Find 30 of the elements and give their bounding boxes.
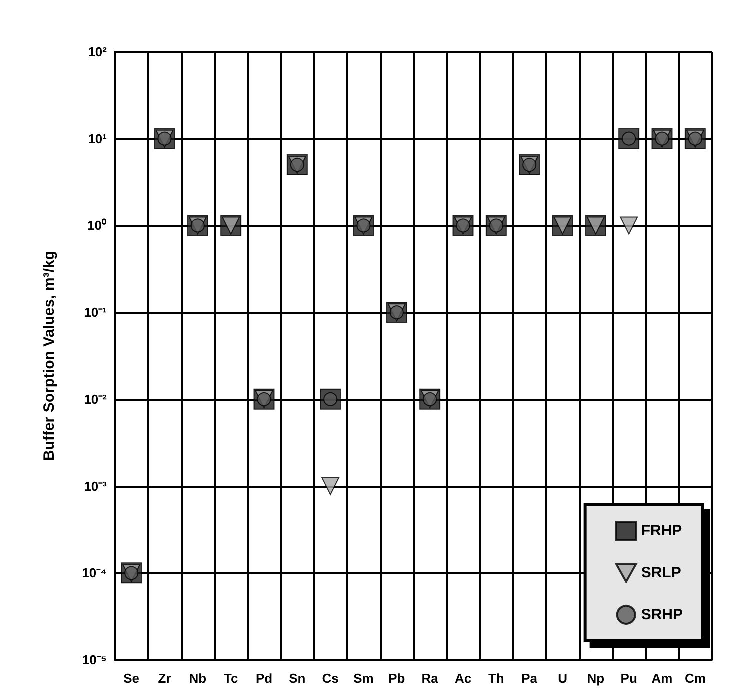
x-tick-label: Pb [388,671,406,686]
x-tick-label: Sn [289,671,306,686]
x-tick-label: U [558,671,568,686]
x-tick-label: Sm [354,671,374,686]
x-tick-label: Cs [322,671,339,686]
x-tick-label: Cm [684,671,706,686]
legend-label: SRLP [641,564,682,582]
x-tick-label: Ra [422,671,440,686]
x-tick-label: Ac [454,671,472,686]
x-tick-label: Nb [189,671,207,686]
y-tick-label: 10⁻⁵ [82,652,107,668]
y-tick-label: 10⁻⁴ [82,566,107,581]
x-tick-label: Th [488,671,504,686]
x-tick-label: Pu [620,671,638,686]
y-tick-label: 10⁻² [84,392,108,407]
x-tick-label: Am [652,671,673,686]
x-tick-label: Zr [158,671,172,686]
y-axis-title: Buffer Sorption Values, m³/kg [41,250,58,462]
y-tick-label: 10⁻¹ [84,305,107,320]
legend-label: SRHP [641,606,684,624]
legend-label: FRHP [641,522,682,540]
x-tick-label: Pd [256,671,273,686]
y-tick-label: 10⁰ [88,218,107,234]
x-tick-label: Se [124,671,140,686]
x-tick-label: Np [587,671,605,686]
x-tick-label: Tc [224,671,238,686]
y-tick-label: 10² [88,44,108,60]
y-tick-label: 10¹ [88,131,107,146]
y-tick-label: 10⁻³ [84,478,108,494]
x-tick-label: Pa [522,671,538,686]
